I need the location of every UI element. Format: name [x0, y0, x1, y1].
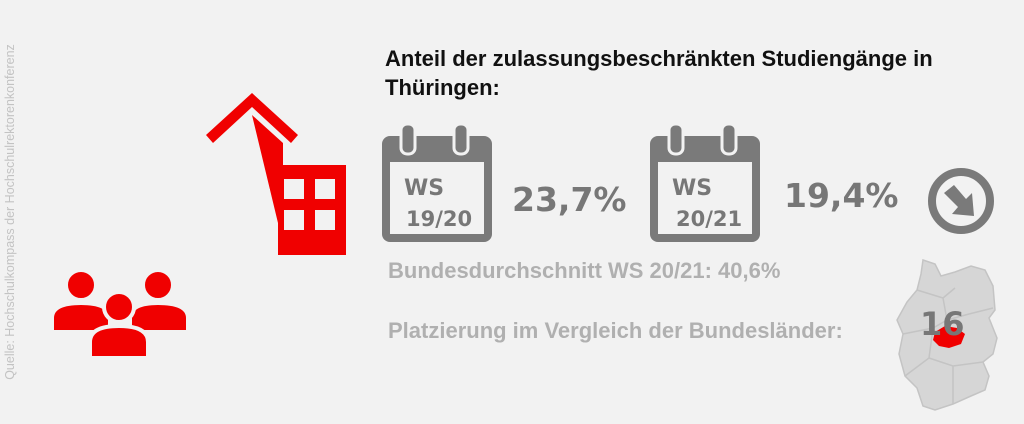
national-average: Bundesdurchschnitt WS 20/21: 40,6% [388, 258, 781, 283]
value-ws-19-20: 23,7% [512, 180, 627, 219]
value-ws-20-21: 19,4% [784, 176, 899, 215]
ranking-label: Platzierung im Vergleich der Bundeslände… [388, 318, 843, 343]
university-building-icon [169, 93, 346, 255]
ranking-value: 16 [920, 305, 965, 343]
period-year: 20/21 [676, 207, 743, 231]
calendar-icon [382, 122, 492, 242]
calendar-ws-19-20: WS 19/20 [382, 122, 492, 242]
page-title: Anteil der zulassungsbeschränkten Studie… [385, 46, 933, 100]
thueringen-highlight [933, 326, 965, 348]
source-credit: Quelle: Hochschulkompass der Hochschulre… [3, 44, 17, 380]
people-group-icon [52, 270, 188, 356]
arrow-down-right-circle-icon [928, 168, 994, 234]
germany-map-icon [896, 259, 998, 411]
calendar-ws-20-21: WS 20/21 [650, 122, 760, 242]
calendar-icon [650, 122, 760, 242]
period-year: 19/20 [406, 207, 473, 231]
period-label: WS [404, 176, 445, 201]
period-label: WS [672, 176, 713, 201]
